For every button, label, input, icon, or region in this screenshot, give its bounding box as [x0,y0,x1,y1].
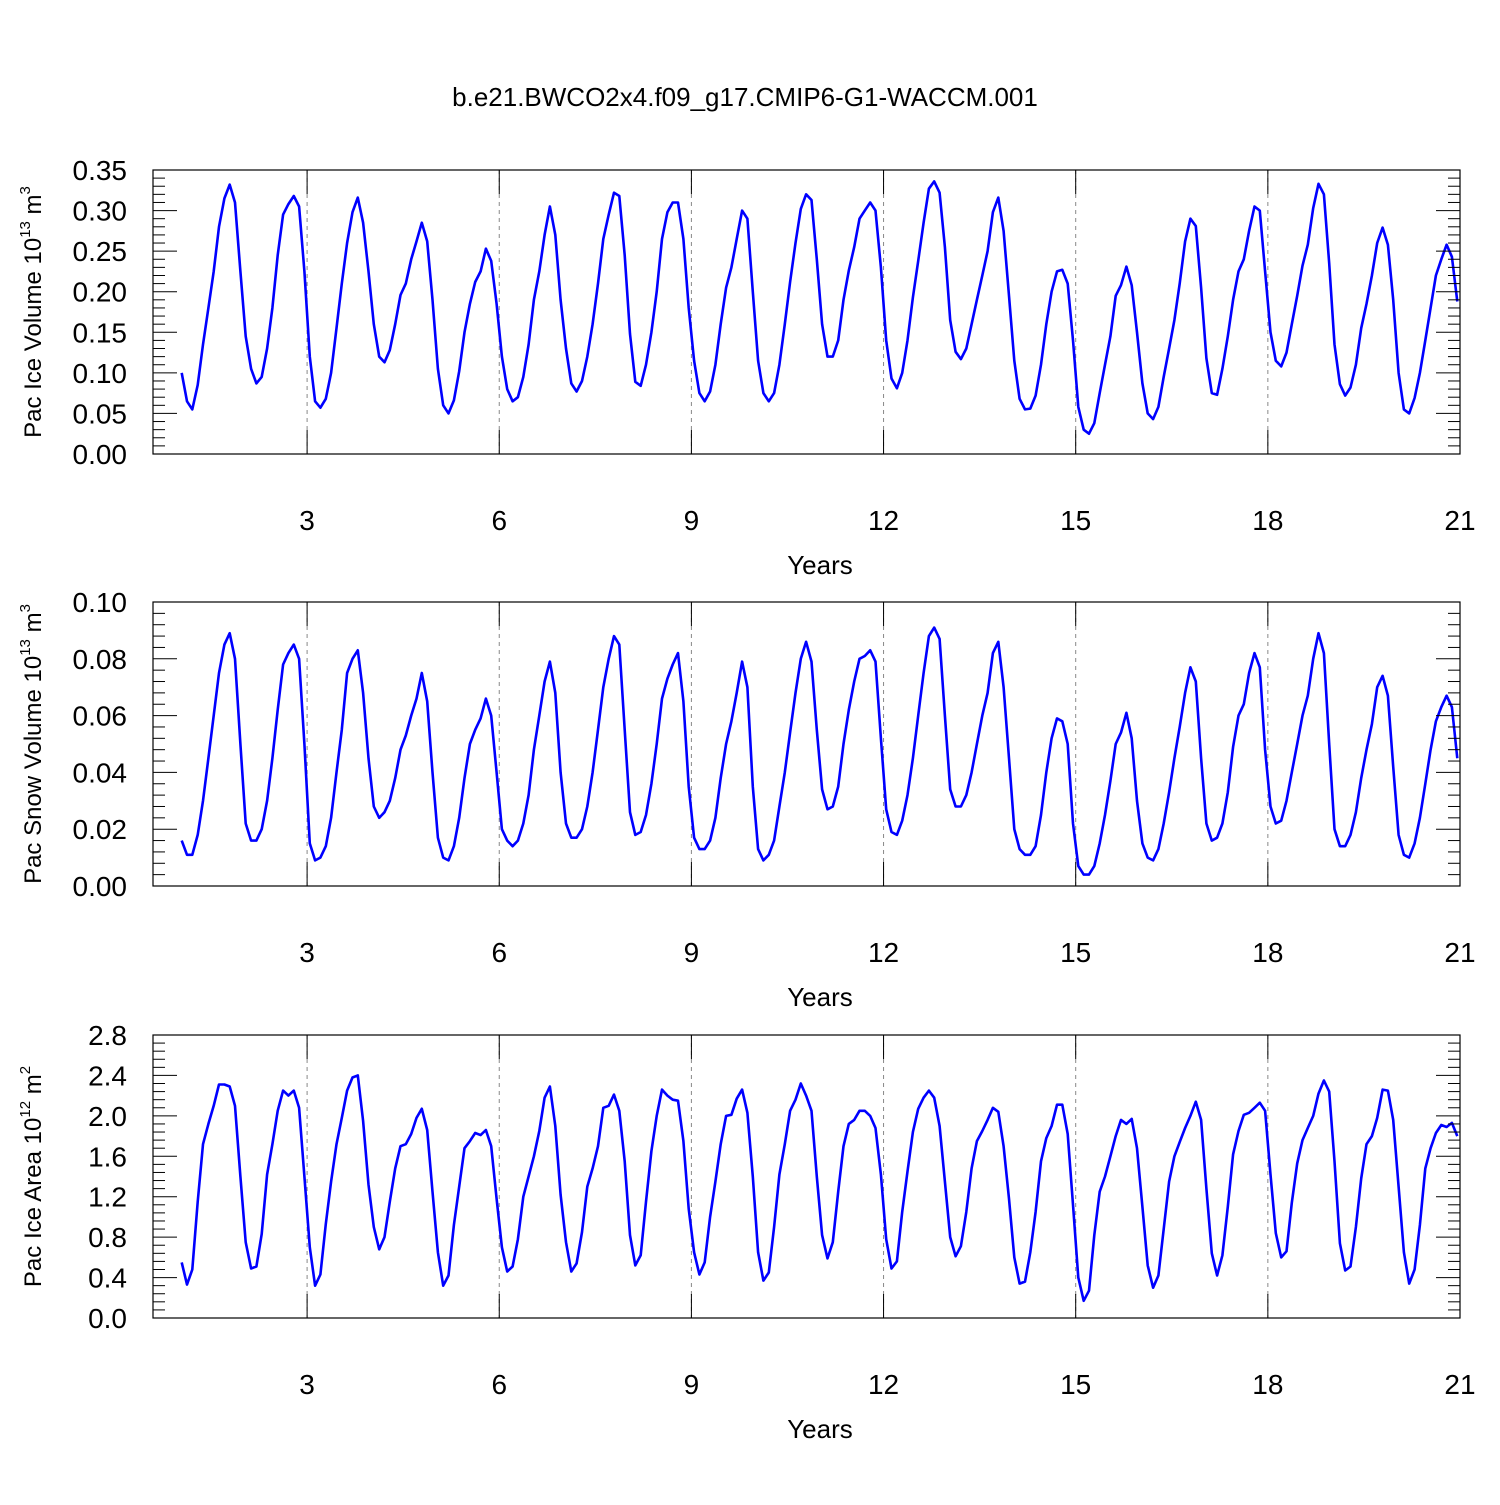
y-tick-label: 0.08 [73,644,128,675]
panel-3: 0.0 0.4 0.8 1.2 1.6 2.0 2.4 2.8 3 6 9 12 15 18 21 Years… [17,1020,1476,1444]
y-tick-label: 0.10 [73,358,128,389]
panel-2: 0.00 0.02 0.04 0.06 0.08 0.10 3 6 9 12 15 18 21 Years… [17,587,1476,1012]
y-tick-label: 0.00 [73,439,128,470]
y-tick-label: 1.6 [88,1141,127,1172]
y-tick-label: 0.35 [73,155,128,186]
y-axis-title: Pac Ice Volume 1013 m3 [17,186,47,438]
figure-title: b.e21.BWCO2x4.f09_g17.CMIP6-G1-WACCM.001 [452,82,1038,112]
series-line [180,1074,1459,1303]
x-tick-label: 15 [1060,937,1091,968]
y-tick-label: 0.02 [73,814,128,845]
x-tick-label: 9 [684,937,700,968]
x-tick-label: 21 [1444,937,1475,968]
x-tick-label: 6 [491,937,507,968]
y-tick-label: 0.4 [88,1263,127,1294]
plot-frame [152,169,1461,455]
x-tick-label: 9 [684,505,700,536]
x-tick-label: 12 [868,1369,899,1400]
series-line [180,180,1459,436]
y-tick-label: 2.4 [88,1060,127,1091]
x-tick-label: 18 [1252,1369,1283,1400]
y-tick-label: 0.05 [73,398,128,429]
plot-frame [152,1034,1461,1319]
y-tick-label: 0.04 [73,757,128,788]
series-line [180,626,1459,876]
plot-frame [152,601,1461,887]
x-tick-label: 3 [299,937,315,968]
x-tick-label: 12 [868,505,899,536]
x-tick-label: 12 [868,937,899,968]
y-tick-label: 2.0 [88,1101,127,1132]
x-tick-label: 6 [491,505,507,536]
y-tick-label: 2.8 [88,1020,127,1051]
x-tick-label: 3 [299,505,315,536]
x-tick-label: 18 [1252,937,1283,968]
y-tick-label: 0.10 [73,587,128,618]
x-tick-label: 3 [299,1369,315,1400]
y-tick-label: 1.2 [88,1182,127,1213]
y-tick-label: 0.06 [73,701,128,732]
x-axis-title: Years [787,982,853,1012]
y-tick-label: 0.25 [73,236,128,267]
panel-1: 0.00 0.05 0.10 0.15 0.20 0.25 0.30 0.35 3 6 9 12 15 1… [17,155,1476,580]
x-tick-label: 18 [1252,505,1283,536]
y-tick-label: 0.30 [73,196,128,227]
y-tick-label: 0.8 [88,1222,127,1253]
x-tick-label: 15 [1060,505,1091,536]
x-axis-title: Years [787,550,853,580]
x-tick-label: 15 [1060,1369,1091,1400]
y-tick-label: 0.15 [73,317,128,348]
x-axis-title: Years [787,1414,853,1444]
y-axis-title: Pac Ice Area 1012 m2 [17,1066,47,1287]
y-tick-label: 0.0 [88,1303,127,1334]
y-axis-title: Pac Snow Volume 1013 m3 [17,604,47,884]
x-tick-label: 21 [1444,1369,1475,1400]
x-tick-label: 9 [684,1369,700,1400]
x-tick-label: 21 [1444,505,1475,536]
y-tick-label: 0.00 [73,871,128,902]
x-tick-label: 6 [491,1369,507,1400]
y-tick-label: 0.20 [73,277,128,308]
